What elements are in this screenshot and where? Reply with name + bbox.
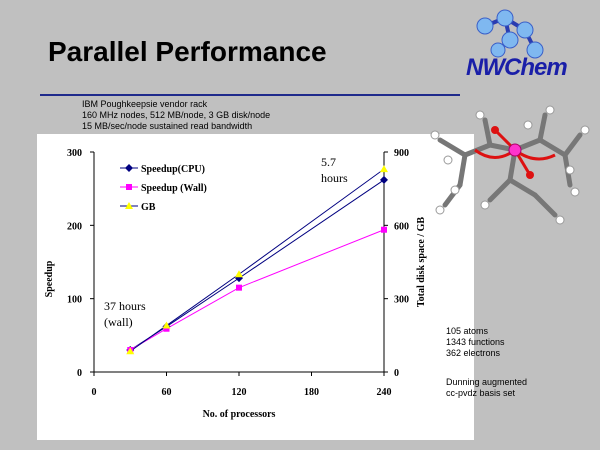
y-tick-label: 0 — [77, 368, 82, 379]
series-line-gb — [129, 168, 385, 352]
info-line: 160 MHz nodes, 512 MB/node, 3 GB disk/no… — [82, 110, 271, 120]
data-point-triangle — [235, 270, 243, 278]
molecule-stats: 105 atoms 1343 functions 362 electrons — [446, 326, 505, 359]
legend-item-gb: GB — [120, 202, 156, 213]
legend-label: Speedup (Wall) — [141, 183, 207, 194]
legend-label: Speedup(CPU) — [141, 164, 205, 175]
y2-tick-label: 0 — [394, 368, 399, 379]
data-point-square — [236, 284, 242, 291]
data-point-square — [163, 325, 170, 332]
x-tick-label: 240 — [377, 387, 392, 398]
y2-axis-title: Total disk space / GB — [416, 217, 427, 308]
legend-marker-square — [126, 184, 132, 190]
y-tick-label: 200 — [67, 221, 82, 232]
y-tick-label: 100 — [67, 295, 82, 306]
hardware-info: IBM Poughkeepsie vendor rack 160 MHz nod… — [82, 99, 270, 132]
data-point-triangle — [126, 347, 135, 355]
annotation-line: hours — [321, 171, 348, 185]
legend-marker-diamond — [125, 164, 133, 172]
legend: Speedup(CPU) Speedup (Wall) GB — [116, 158, 228, 216]
molecule-structure-image — [430, 105, 590, 225]
y-axis-title: Speedup — [44, 260, 55, 297]
chart-panel: 0 60 120 180 240 0 100 200 300 0 300 600 900 No. of … — [37, 134, 474, 440]
annotation-line: (wall) — [104, 315, 133, 329]
x-axis-title: No. of processors — [203, 409, 276, 420]
series-line-speedup-wall — [129, 229, 385, 351]
annotation-line: 37 hours — [104, 299, 146, 313]
info-line: 15 MB/sec/node sustained read bandwidth — [82, 121, 253, 131]
annotation-cpu-time: 5.7 hours — [321, 155, 348, 185]
stats-line: 105 atoms — [446, 326, 489, 336]
x-tick-label: 60 — [162, 387, 172, 398]
x-tick-label: 0 — [92, 387, 97, 398]
y2-tick-label: 900 — [394, 148, 409, 159]
data-point-triangle — [380, 165, 388, 173]
x-tick-label: 120 — [232, 387, 247, 398]
data-point-square — [381, 226, 387, 233]
data-point-diamond — [380, 175, 388, 184]
logo-molecule-icon — [476, 9, 544, 59]
y2-tick-label: 300 — [394, 295, 409, 306]
stats-line: 1343 functions — [446, 337, 505, 347]
annotation-wall-time: 37 hours (wall) — [104, 299, 146, 329]
legend-item-speedup-cpu: Speedup(CPU) — [120, 164, 205, 175]
annotation-line: 5.7 — [321, 155, 336, 169]
basis-set-note: Dunning augmented cc-pvdz basis set — [446, 377, 527, 399]
slide-title: Parallel Performance — [48, 36, 327, 67]
legend-item-speedup-wall: Speedup (Wall) — [120, 183, 207, 194]
stats-line: 362 electrons — [446, 348, 501, 358]
nwchem-logo — [476, 9, 544, 59]
title-underline — [40, 94, 460, 96]
legend-marker-triangle — [125, 202, 133, 209]
basis-line: cc-pvdz basis set — [446, 388, 516, 398]
y2-tick-label: 600 — [394, 221, 409, 232]
logo-text: NWChem — [466, 54, 568, 81]
basis-line: Dunning augmented — [446, 377, 528, 387]
y-tick-label: 300 — [67, 148, 82, 159]
info-line: IBM Poughkeepsie vendor rack — [82, 99, 208, 109]
data-point-triangle — [162, 321, 171, 329]
x-tick-label: 180 — [304, 387, 319, 398]
legend-label: GB — [141, 202, 156, 213]
